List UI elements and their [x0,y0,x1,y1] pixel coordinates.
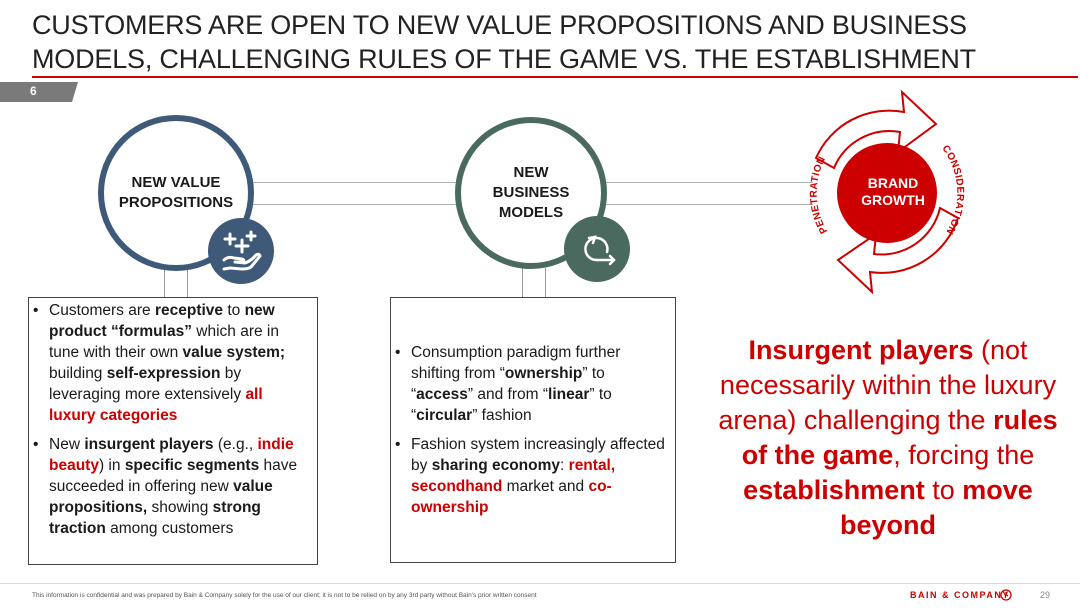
footer-rule [0,583,1080,584]
text-run: showing [147,499,213,516]
brand-growth-label: GROWTH [861,192,925,208]
bain-logo: BAIN & COMPANY [910,590,1010,600]
text-run: circular [416,407,473,424]
circle-label-line: BUSINESS [492,184,570,201]
confidentiality-note: This information is confidential and was… [32,592,537,599]
text-run: market and [502,478,589,495]
text-run: (not necessarily within the luxury arena… [718,335,1057,435]
text-run: secondhand [411,478,503,495]
text-run: move beyond [839,475,1033,540]
text-run: all luxury categories [49,386,263,424]
text-run: , [610,457,616,474]
brand-growth-cycle: PENETRATION CONSIDERATION BRAND GROWTH [786,88,986,298]
connector-line [250,204,460,205]
page-number: 29 [1040,590,1051,600]
text-run: ” to “ [411,386,612,424]
text-run: Fashion system increasingly affected by [411,436,665,474]
text-run: rules of the game [741,405,1058,470]
text-run: value propositions, [49,478,273,516]
text-run: self-expression [106,365,221,382]
text-run: rental [568,457,611,474]
text-run: insurgent players [84,436,214,453]
text-run: access [416,386,468,403]
text-run: building [49,365,107,382]
text-run: Consumption paradigm further shifting fr… [411,344,621,382]
text-run: value system; [182,344,286,361]
text-run: New [49,436,85,453]
text-run: have succeeded in offering new [49,457,298,495]
stem-connector [164,270,188,298]
connector-line [603,204,813,205]
section-number: 6 [30,84,37,98]
text-run: , forcing the [893,440,1035,470]
circle-label-line: PROPOSITIONS [118,194,234,211]
text-run: establishment [743,475,925,505]
connector-line [603,182,813,183]
text-run: co-ownership [411,478,612,516]
text-run: receptive [154,302,224,319]
text-run: ” fashion [472,407,532,424]
text-run: ) in [98,457,125,474]
circle-label-line: NEW [513,164,549,181]
title-rule [32,76,1078,78]
title-line-1: CUSTOMERS ARE OPEN TO NEW VALUE PROPOSIT… [32,10,967,40]
text-run: sharing economy [431,457,561,474]
new-value-propositions-circle: NEW VALUE PROPOSITIONS [98,115,254,271]
text-run: which are in tune with their own [49,323,279,361]
penetration-label: PENETRATION [809,155,830,236]
business-models-textbox: • Consumption paradigm further shifting … [390,297,676,563]
circle-label-line: NEW VALUE [131,174,221,191]
value-propositions-textbox: • Customers are receptive to new product… [28,297,318,565]
text-run: linear [548,386,590,403]
stem-connector [522,268,546,298]
loop-arrow-icon [564,216,630,282]
text-run: strong traction [49,499,261,537]
brand-growth-label: BRAND [868,175,919,191]
text-run: (e.g., [213,436,258,453]
text-run: new product “formulas” [49,302,275,340]
text-run: to [223,302,245,319]
connector-line [250,182,460,183]
text-run: ” and from “ [467,386,549,403]
title-line-2: MODELS, CHALLENGING RULES OF THE GAME VS… [32,44,976,74]
text-run: ownership [504,365,583,382]
text-run: by leveraging more extensively [49,365,246,403]
brand-growth-core [837,143,937,243]
text-run: : [560,457,569,474]
bullet-point: • Consumption paradigm further shifting … [395,344,621,424]
text-run: Insurgent players [748,335,974,365]
text-run: Customers are [49,302,155,319]
insurgent-players-callout: Insurgent players (not necessarily withi… [712,333,1064,543]
bullet-point: • New insurgent players (e.g., indie bea… [33,436,298,537]
circle-label-line: MODELS [498,204,564,221]
hand-sparkles-icon [208,218,274,284]
text-run: among customers [105,520,234,537]
slide-title: CUSTOMERS ARE OPEN TO NEW VALUE PROPOSIT… [32,8,1042,76]
svg-text:PENETRATION: PENETRATION [809,155,830,236]
bain-logo-icon [1000,589,1012,601]
text-run: to [924,475,963,505]
bullet-point: • Customers are receptive to new product… [33,302,286,424]
text-run: ” to “ [411,365,605,403]
text-run: specific segments [124,457,260,474]
text-run: indie beauty [49,436,294,474]
bullet-point: • Fashion system increasingly affected b… [395,436,665,516]
section-number-tab: 6 [0,82,78,102]
